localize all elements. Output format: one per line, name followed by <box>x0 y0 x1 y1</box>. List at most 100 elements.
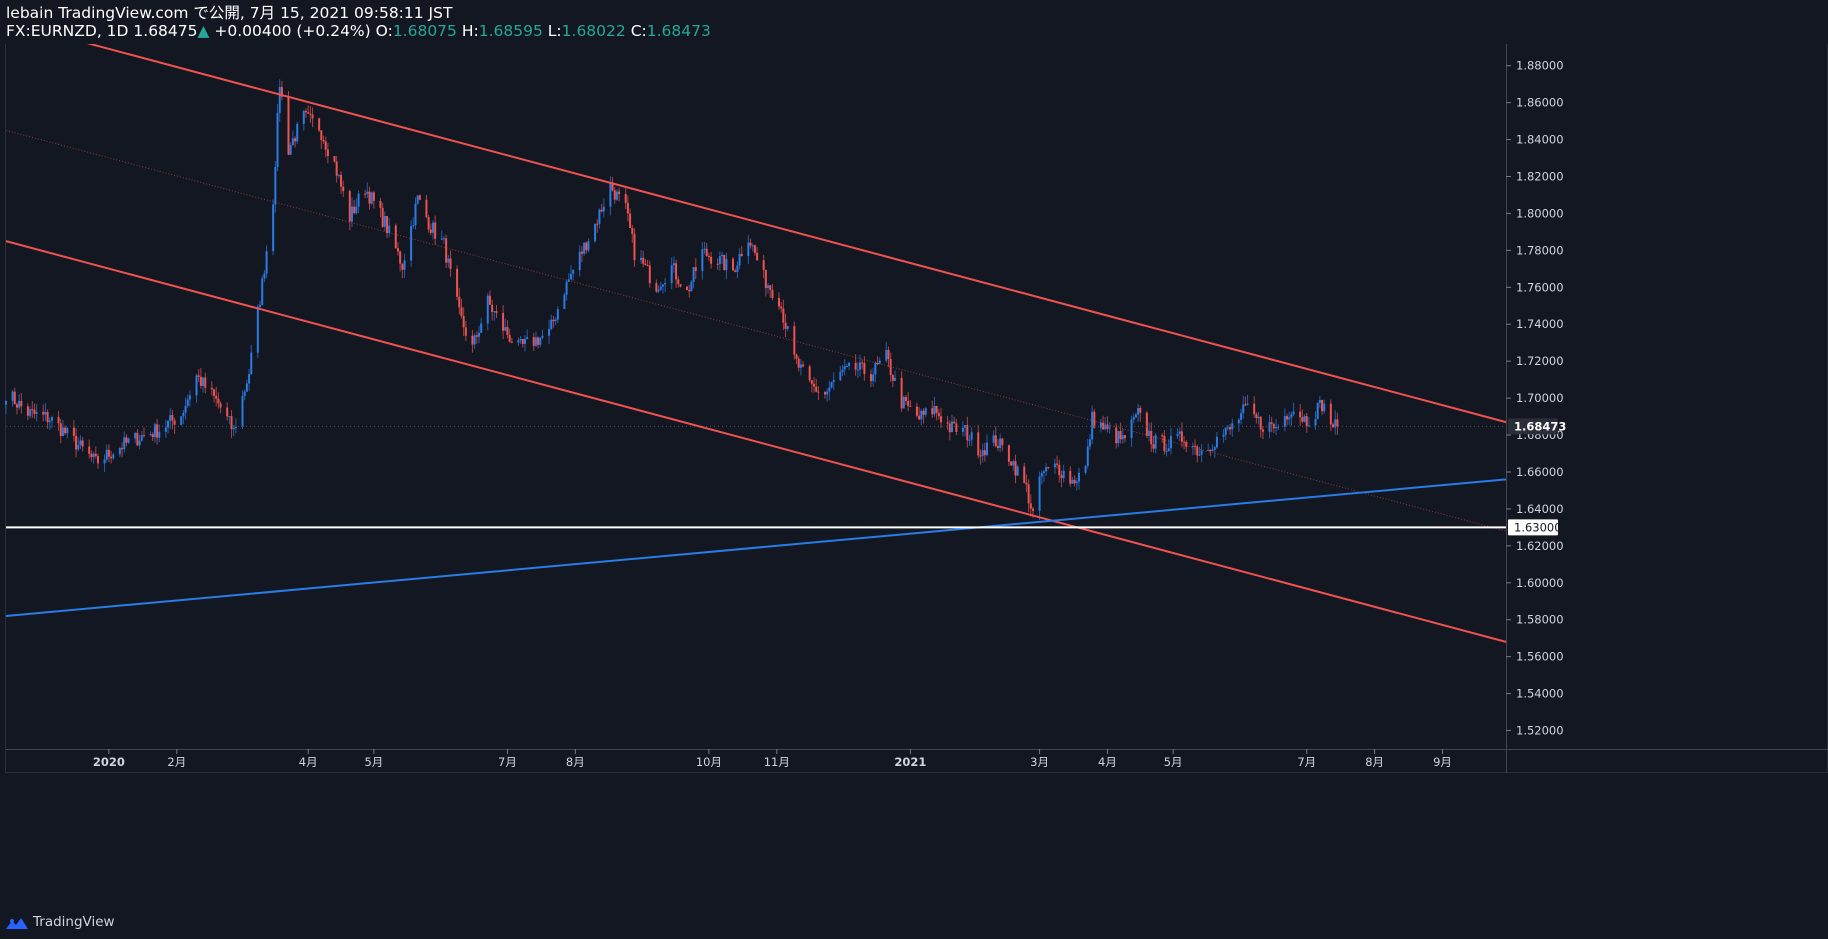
candle-body <box>613 190 616 200</box>
candle-body <box>110 456 113 459</box>
candle-body <box>412 225 415 227</box>
price-tick-label: 1.88000 <box>1516 59 1564 73</box>
current-price-tag <box>1508 418 1558 435</box>
symbol-label[interactable]: FX:EURNZD, 1D <box>6 22 129 40</box>
candle-body <box>243 391 246 397</box>
candle-body <box>756 252 759 261</box>
candle-body <box>460 307 463 317</box>
candle-body <box>477 332 480 337</box>
candle-body <box>694 267 697 271</box>
candle-body <box>1032 508 1035 511</box>
candle-body <box>1272 424 1275 429</box>
candle-body <box>1042 471 1045 474</box>
candle-body <box>504 327 507 331</box>
candle-body <box>891 375 894 381</box>
candle-body <box>5 400 7 405</box>
close-value: 1.68473 <box>646 22 711 40</box>
candle-body <box>307 112 310 114</box>
candle-body <box>707 256 710 258</box>
candle-body <box>118 448 121 455</box>
candle-body <box>810 380 813 384</box>
candle-body <box>950 421 953 433</box>
candle-body <box>764 269 767 289</box>
support-price-label: 1.63000 <box>1514 520 1562 534</box>
last-price: 1.68475 <box>133 22 198 40</box>
candle-body <box>843 366 846 370</box>
candle-body <box>677 279 680 285</box>
candle-body <box>519 338 522 341</box>
candle-body <box>121 448 124 450</box>
candle-body <box>366 191 369 194</box>
candle-body <box>937 412 940 417</box>
candle-body <box>379 200 382 208</box>
candle-body <box>434 222 437 239</box>
candle-body <box>219 403 222 408</box>
price-tick-label: 1.64000 <box>1516 502 1564 516</box>
candle-body <box>188 395 191 400</box>
candle-body <box>718 256 721 265</box>
candle-body <box>885 349 888 361</box>
candle-body <box>171 415 174 421</box>
candle-body <box>1257 416 1260 419</box>
candle-body <box>1286 416 1289 420</box>
candle-body <box>337 174 340 176</box>
candle-body <box>686 286 689 290</box>
candle-body <box>318 118 321 131</box>
candle-body <box>769 285 772 290</box>
candle-body <box>259 304 262 307</box>
candle-body <box>1268 422 1271 432</box>
candle-body <box>646 265 649 267</box>
candle-body <box>123 437 126 450</box>
candle-body <box>1255 414 1258 419</box>
candle-body <box>1025 482 1028 485</box>
candle-body <box>1290 414 1293 418</box>
candle-body <box>992 435 995 443</box>
price-tick-label: 1.78000 <box>1516 243 1564 257</box>
candle-body <box>532 337 535 346</box>
candle-body <box>72 427 75 436</box>
price-tick-label: 1.84000 <box>1516 133 1564 147</box>
candle-body <box>1047 467 1050 469</box>
candle-body <box>920 410 923 420</box>
candle-body <box>234 427 237 429</box>
candle-body <box>968 439 971 441</box>
candle-body <box>493 311 496 313</box>
candle-body <box>42 412 45 415</box>
candle-body <box>1121 435 1124 440</box>
candle-body <box>640 257 643 261</box>
candle-body <box>180 416 183 425</box>
candle-body <box>232 427 235 430</box>
candle-body <box>1222 434 1225 437</box>
candle-body <box>1209 449 1212 452</box>
candle-body <box>13 391 16 405</box>
candle-body <box>105 449 108 460</box>
candle-body <box>182 412 185 417</box>
candle-body <box>615 191 618 200</box>
candle-body <box>1010 461 1013 466</box>
candle-body <box>335 161 338 176</box>
candle-body <box>57 417 60 424</box>
candle-body <box>471 335 474 345</box>
candle-body <box>732 258 735 271</box>
candle-body <box>228 416 231 418</box>
candle-body <box>480 323 483 333</box>
candle-body <box>802 364 805 367</box>
candle-body <box>1292 411 1295 415</box>
candle-body <box>539 337 542 345</box>
candle-body <box>644 263 647 266</box>
candle-body <box>1318 399 1321 403</box>
candle-body <box>50 417 53 421</box>
candle-body <box>440 238 443 240</box>
candle-body <box>368 191 371 204</box>
candle-body <box>1139 407 1142 413</box>
candle-body <box>626 202 629 214</box>
candle-body <box>215 395 218 399</box>
candle-body <box>845 365 848 367</box>
candle-body <box>872 374 875 382</box>
candle-body <box>280 86 283 97</box>
candle-body <box>125 437 128 443</box>
candle-body <box>848 362 851 366</box>
candle-body <box>554 319 557 322</box>
candle-body <box>81 440 84 447</box>
